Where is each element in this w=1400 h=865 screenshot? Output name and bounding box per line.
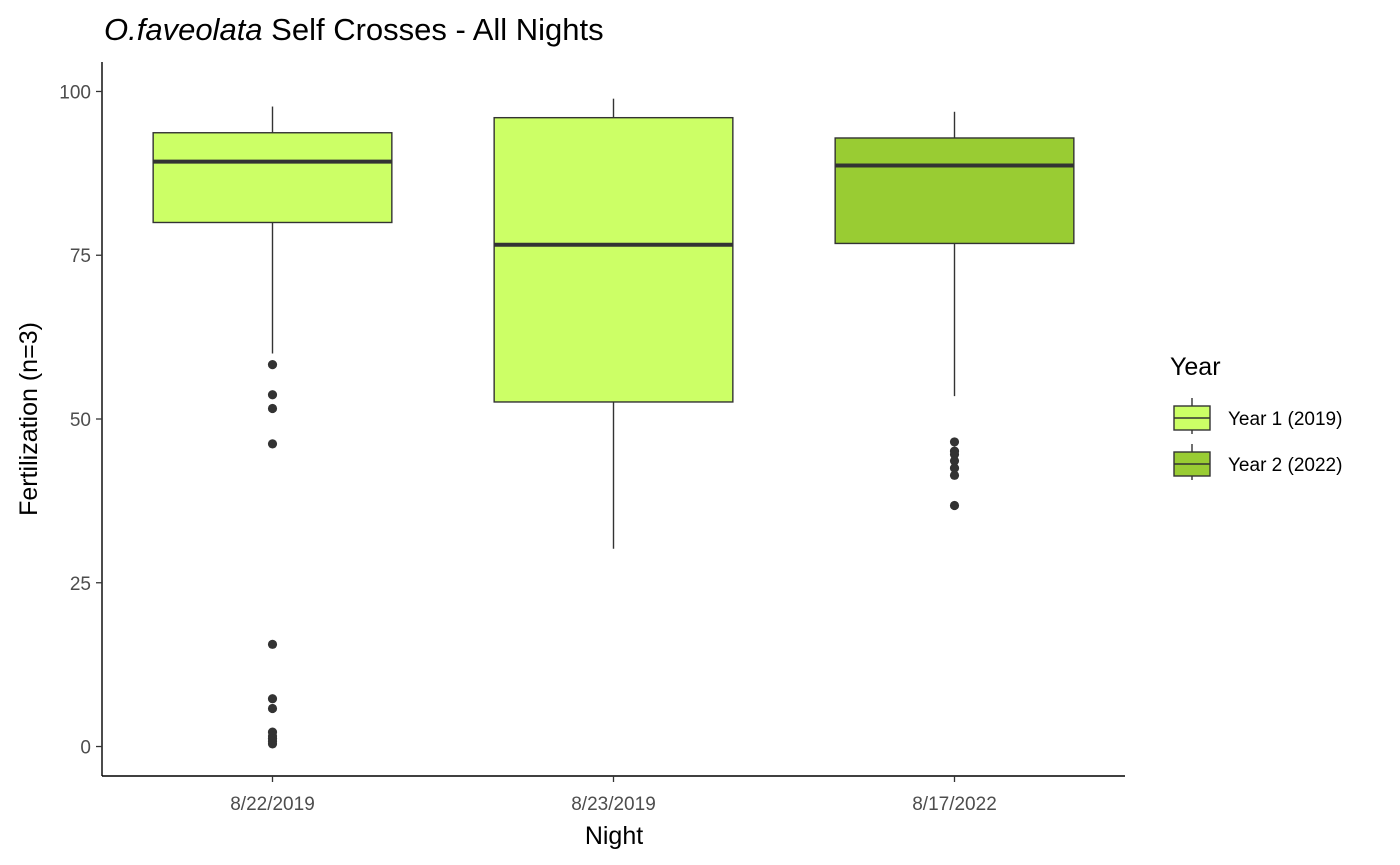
outlier-point bbox=[267, 439, 278, 449]
chart-title-rest: Self Crosses - All Nights bbox=[263, 12, 604, 47]
chart-title-italic: O.faveolata bbox=[104, 12, 263, 47]
legend: Year Year 1 (2019) Year 2 (2022) bbox=[1170, 353, 1342, 480]
outlier-point bbox=[949, 470, 960, 480]
box bbox=[152, 132, 393, 224]
y-axis-title: Fertilization (n=3) bbox=[15, 322, 43, 516]
x-tick-label: 8/17/2022 bbox=[912, 794, 997, 815]
box-group bbox=[834, 111, 1075, 511]
plot-area bbox=[152, 98, 1075, 749]
legend-items: Year 1 (2019) Year 2 (2022) bbox=[1173, 398, 1342, 480]
box-group bbox=[152, 106, 393, 749]
x-tick-label: 8/23/2019 bbox=[571, 794, 656, 815]
legend-item: Year 2 (2022) bbox=[1173, 444, 1342, 480]
legend-item-label: Year 1 (2019) bbox=[1228, 409, 1342, 430]
outlier-point bbox=[949, 500, 960, 511]
y-tick-label: 0 bbox=[80, 738, 91, 759]
y-tick-label: 100 bbox=[59, 82, 91, 103]
box bbox=[493, 116, 734, 403]
outlier-point bbox=[949, 437, 960, 447]
outlier-point bbox=[267, 694, 278, 704]
outlier-point bbox=[949, 463, 960, 473]
outlier-point bbox=[267, 639, 278, 649]
y-tick-label: 25 bbox=[70, 574, 91, 595]
box bbox=[834, 137, 1075, 245]
outlier-point bbox=[267, 403, 278, 414]
x-axis-title: Night bbox=[585, 822, 643, 850]
y-tick-label: 75 bbox=[70, 246, 91, 267]
y-tick-label: 50 bbox=[70, 410, 91, 431]
y-ticks: 0 25 50 75 100 bbox=[59, 82, 102, 759]
chart-title: O.faveolata Self Crosses - All Nights bbox=[104, 12, 604, 47]
outlier-point bbox=[267, 360, 278, 370]
legend-title: Year bbox=[1170, 353, 1221, 381]
box-group bbox=[493, 98, 734, 549]
legend-item-label: Year 2 (2022) bbox=[1228, 455, 1342, 476]
outlier-point bbox=[267, 703, 278, 714]
outlier-point bbox=[949, 449, 960, 459]
outlier-point bbox=[949, 456, 960, 466]
outlier-point bbox=[267, 390, 278, 400]
outlier-point bbox=[267, 739, 278, 749]
legend-item: Year 1 (2019) bbox=[1173, 398, 1342, 434]
x-tick-label: 8/22/2019 bbox=[230, 794, 315, 815]
x-ticks: 8/22/2019 8/23/2019 8/17/2022 bbox=[230, 776, 997, 815]
